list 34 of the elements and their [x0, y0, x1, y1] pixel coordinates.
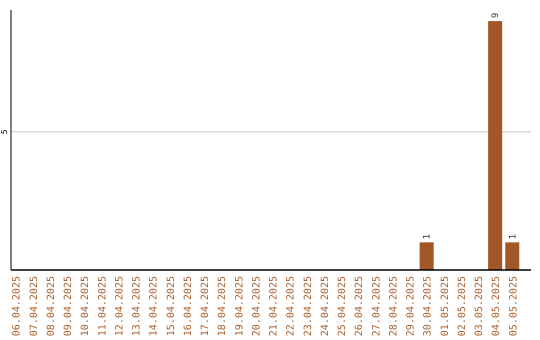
ref-line-label: 5: [0, 129, 9, 134]
x-tick-label: 05.05.2025: [508, 276, 520, 336]
x-tick-label: 16.04.2025: [182, 276, 194, 336]
x-tick-label: 02.05.2025: [456, 276, 468, 336]
data-label: 9: [491, 12, 502, 18]
x-tick-label: 11.04.2025: [97, 276, 108, 336]
x-tick-label: 21.04.2025: [268, 276, 280, 336]
x-tick-label: 12.04.2025: [114, 276, 126, 336]
x-tick-label: 09.04.2025: [63, 276, 74, 336]
x-tick-label: 15.04.2025: [166, 276, 177, 336]
x-tick-label: 22.04.2025: [286, 276, 297, 336]
x-tick-label: 23.04.2025: [302, 276, 314, 336]
x-tick-label: 25.04.2025: [337, 276, 348, 336]
x-tick-label: 27.04.2025: [371, 276, 382, 336]
x-tick-label: 19.04.2025: [234, 276, 246, 336]
x-tick-label: 07.04.2025: [28, 276, 40, 336]
x-tick-label: 24.04.2025: [320, 276, 331, 336]
x-tick-label: 26.04.2025: [354, 276, 366, 336]
x-tick-label: 28.04.2025: [388, 276, 400, 336]
x-tick-label: 29.04.2025: [406, 276, 417, 336]
x-tick-label: 08.04.2025: [46, 276, 57, 336]
x-tick-label: 01.05.2025: [440, 276, 451, 336]
x-tick-label: 03.05.2025: [474, 276, 486, 336]
x-tick-label: 14.04.2025: [148, 276, 160, 336]
x-tick-label: 04.05.2025: [491, 276, 502, 336]
x-tick-label: 13.04.2025: [132, 276, 143, 336]
data-label: 1: [508, 234, 518, 240]
x-tick-label: 18.04.2025: [217, 276, 228, 336]
x-tick-label: 10.04.2025: [80, 276, 92, 336]
x-tick-label: 30.04.2025: [422, 276, 434, 336]
x-tick-label: 17.04.2025: [200, 276, 212, 336]
x-tick-label: 06.04.2025: [12, 276, 23, 336]
data-label: 1: [422, 234, 433, 240]
x-tick-label: 20.04.2025: [251, 276, 262, 336]
